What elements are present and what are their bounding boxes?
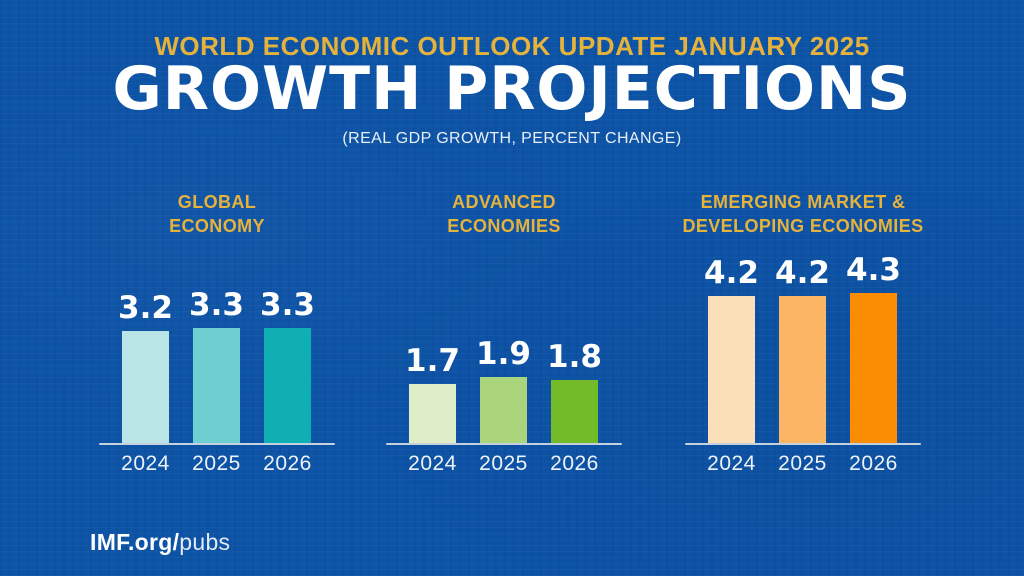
year-label-2025: 2025 — [479, 452, 528, 475]
year-label-2024: 2024 — [707, 452, 756, 475]
year-label-2025: 2025 — [192, 452, 241, 475]
bar-advanced-2026 — [551, 380, 598, 443]
bar-global-2026 — [264, 327, 311, 443]
baseline-axis — [99, 443, 335, 445]
chart-title: EMERGING MARKET & DEVELOPING ECONOMIES — [682, 192, 924, 237]
bar-value-advanced-2026: 1.8 — [547, 339, 602, 375]
bar-emerging-2026 — [850, 292, 897, 443]
chart-title: ADVANCED ECONOMIES — [447, 192, 561, 237]
imf-url-light: pubs — [179, 529, 231, 555]
bar-value-advanced-2025: 1.9 — [476, 335, 531, 372]
year-label-2025: 2025 — [778, 452, 827, 475]
baseline-axis — [685, 443, 921, 445]
year-label-2026: 2026 — [263, 452, 312, 475]
page-title: GROWTH PROJECTIONS — [112, 54, 912, 124]
chart-advanced-economies: ADVANCED ECONOMIES 1.7 1.9 1.8 2024 2025… — [384, 186, 624, 506]
bar-emerging-2025 — [779, 296, 826, 443]
chart-emerging-developing-economies: EMERGING MARKET & DEVELOPING ECONOMIES 4… — [682, 186, 924, 506]
imf-url-bold: IMF.org/ — [90, 529, 180, 555]
bar-value-global-2024: 3.2 — [118, 290, 173, 326]
page-subtitle: (REAL GDP GROWTH, PERCENT CHANGE) — [342, 130, 682, 147]
bar-value-emerging-2025: 4.2 — [775, 255, 830, 291]
bar-advanced-2025 — [480, 376, 527, 443]
year-label-2024: 2024 — [408, 452, 457, 475]
year-label-2026: 2026 — [550, 452, 599, 475]
baseline-axis — [386, 443, 622, 445]
bar-global-2025 — [193, 327, 240, 443]
eyebrow-title: WORLD ECONOMIC OUTLOOK UPDATE JANUARY 20… — [154, 31, 870, 61]
year-label-2024: 2024 — [121, 452, 170, 475]
bar-advanced-2024 — [409, 383, 456, 443]
bar-value-global-2025: 3.3 — [189, 286, 244, 323]
bar-emerging-2024 — [708, 296, 755, 443]
chart-title: GLOBAL ECONOMY — [169, 192, 265, 237]
bar-value-global-2026: 3.3 — [260, 286, 315, 323]
bar-global-2024 — [122, 331, 169, 443]
bar-value-emerging-2026: 4.3 — [846, 251, 901, 288]
chart-global-economy: GLOBAL ECONOMY 3.2 3.3 3.3 2024 2025 202… — [97, 186, 337, 506]
bar-value-advanced-2024: 1.7 — [405, 342, 460, 379]
imf-url: IMF.org/pubs — [90, 529, 230, 556]
year-label-2026: 2026 — [849, 452, 898, 475]
bar-value-emerging-2024: 4.2 — [704, 255, 759, 291]
